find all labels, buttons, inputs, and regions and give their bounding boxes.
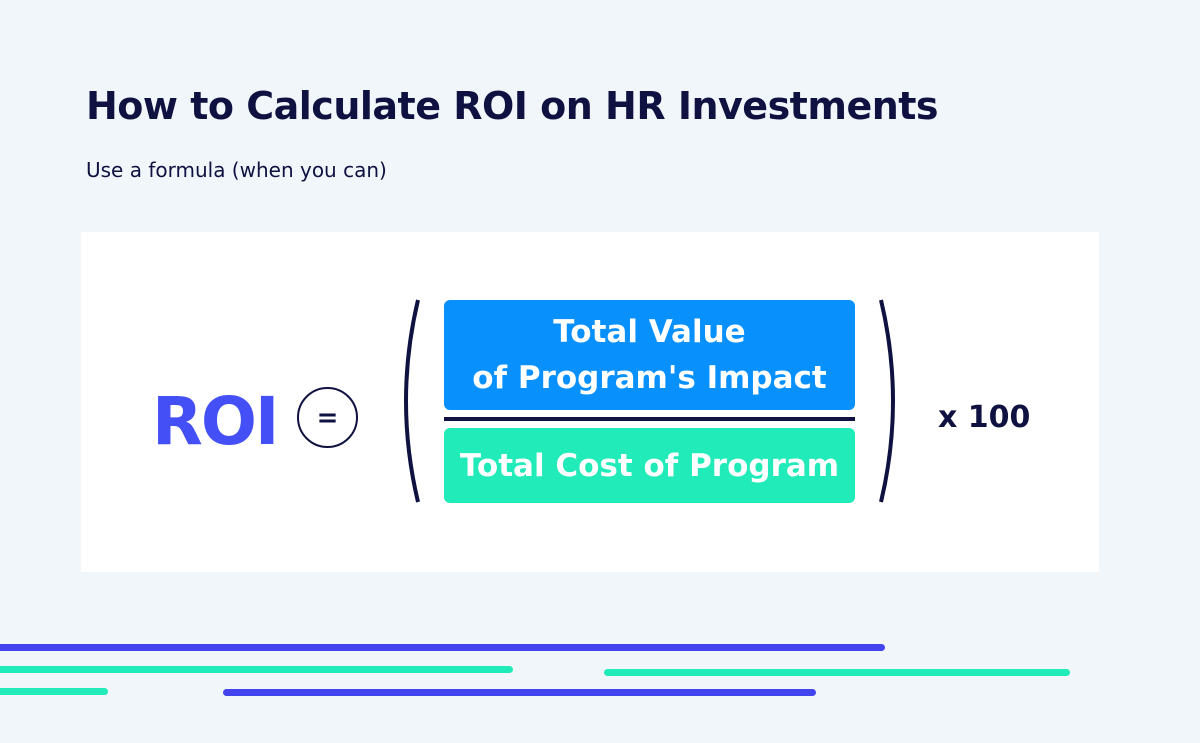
equals-sign: =	[297, 387, 358, 448]
decorative-line	[604, 669, 1070, 676]
fraction-bar	[444, 417, 855, 421]
numerator-line2: of Program's Impact	[472, 360, 827, 396]
left-parenthesis-icon	[404, 299, 420, 503]
decorative-line	[0, 666, 513, 673]
decorative-line	[0, 688, 108, 695]
decorative-line	[0, 644, 885, 651]
page-title: How to Calculate ROI on HR Investments	[86, 84, 939, 128]
page-subtitle: Use a formula (when you can)	[86, 158, 387, 182]
decorative-line	[223, 689, 816, 696]
numerator-box: Total Value of Program's Impact	[444, 300, 855, 410]
denominator-box: Total Cost of Program	[444, 428, 855, 503]
roi-label: ROI	[152, 383, 279, 460]
multiplier: x 100	[938, 400, 1031, 435]
numerator-line1: Total Value	[553, 313, 746, 350]
right-parenthesis-icon	[879, 299, 895, 503]
